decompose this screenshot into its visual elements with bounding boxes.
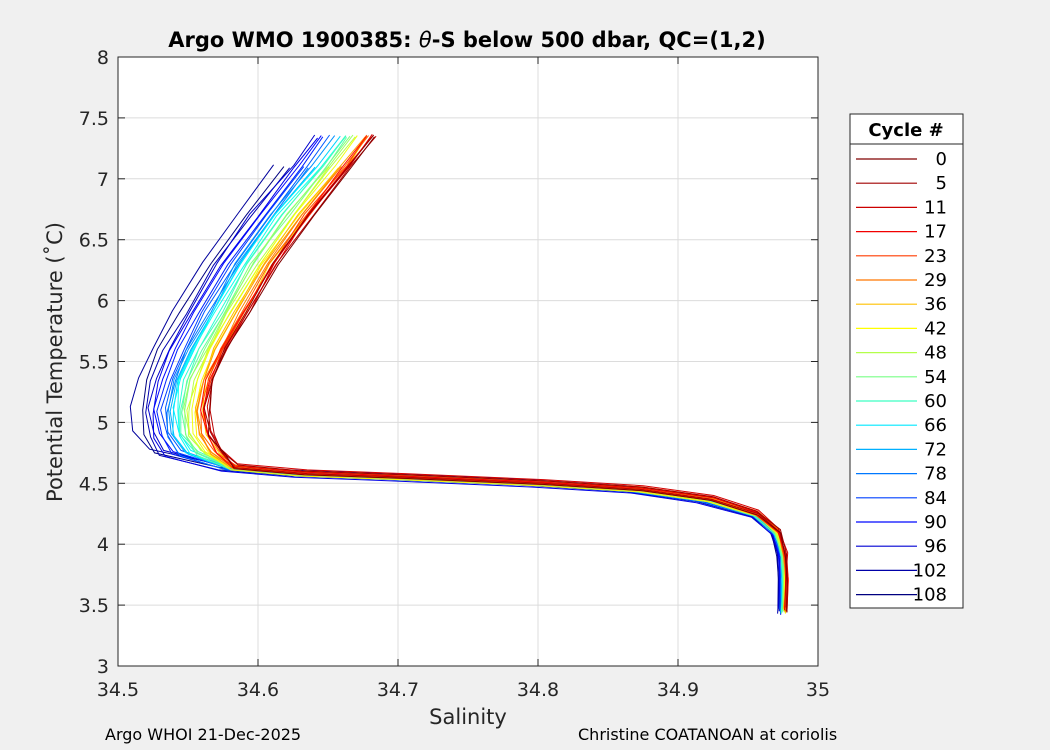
profile-line	[152, 137, 782, 615]
legend-entry-label: 54	[924, 367, 947, 388]
y-tick-label: 4	[97, 534, 109, 556]
legend-entry-label: 17	[924, 222, 947, 243]
profile-line	[207, 136, 788, 613]
y-tick-label: 8	[97, 47, 109, 69]
y-tick-label: 7.5	[79, 108, 109, 130]
chart-title: Argo WMO 1900385: θ-S below 500 dbar, QC…	[168, 28, 765, 52]
x-tick-label: 34.8	[517, 679, 559, 701]
axis-ticks: 34.5 34.6 34.7 34.8 34.9 35 3 3.5 4 4.5 5 5.5 6 6.5 7 7…	[79, 47, 830, 701]
legend-entry-label: 42	[924, 318, 947, 339]
x-tick-label: 34.5	[97, 679, 139, 701]
y-tick-label: 7	[97, 169, 109, 191]
legend-entry-label: 23	[924, 246, 947, 267]
legend-entry-label: 72	[924, 439, 947, 460]
y-tick-label: 5	[97, 412, 109, 434]
footer-right: Christine COATANOAN at coriolis	[578, 725, 838, 744]
legend-entry-label: 84	[924, 488, 947, 509]
x-axis-label: Salinity	[429, 705, 507, 729]
legend: Cycle # 0 5 11 17 23 29 36 42 48 54 60 66 72 78 84 90 96…	[849, 113, 964, 609]
y-tick-label: 4.5	[79, 473, 109, 495]
legend-title: Cycle #	[868, 120, 943, 141]
legend-entry-label: 102	[913, 560, 947, 581]
footer-left: Argo WHOI 21-Dec-2025	[105, 725, 302, 744]
profile-line	[209, 135, 788, 612]
legend-entry-label: 29	[924, 270, 947, 291]
profile-lines	[129, 134, 789, 615]
legend-entry-label: 66	[924, 415, 947, 436]
legend-entry-label: 11	[924, 197, 947, 218]
legend-entry-label: 96	[924, 536, 947, 557]
y-tick-label: 6.5	[79, 230, 109, 252]
legend-entry-label: 108	[913, 585, 947, 606]
legend-entry-label: 36	[924, 294, 947, 315]
legend-entry-label: 60	[924, 391, 947, 412]
y-tick-label: 3.5	[79, 595, 109, 617]
y-axis-label: Potential Temperature (˚C)	[43, 222, 67, 502]
legend-entry-label: 90	[924, 512, 947, 533]
legend-entry-label: 0	[936, 149, 947, 170]
x-tick-label: 34.7	[377, 679, 419, 701]
legend-entry-label: 48	[924, 343, 947, 364]
y-tick-label: 3	[97, 656, 109, 678]
y-tick-label: 5.5	[79, 352, 109, 374]
y-tick-label: 6	[97, 291, 109, 313]
x-tick-label: 34.9	[657, 679, 699, 701]
profile-line	[203, 134, 788, 609]
legend-entry-label: 5	[936, 173, 947, 194]
x-tick-label: 35	[806, 679, 830, 701]
x-tick-label: 34.6	[237, 679, 279, 701]
legend-box	[849, 113, 964, 609]
legend-entry-label: 78	[924, 464, 947, 485]
